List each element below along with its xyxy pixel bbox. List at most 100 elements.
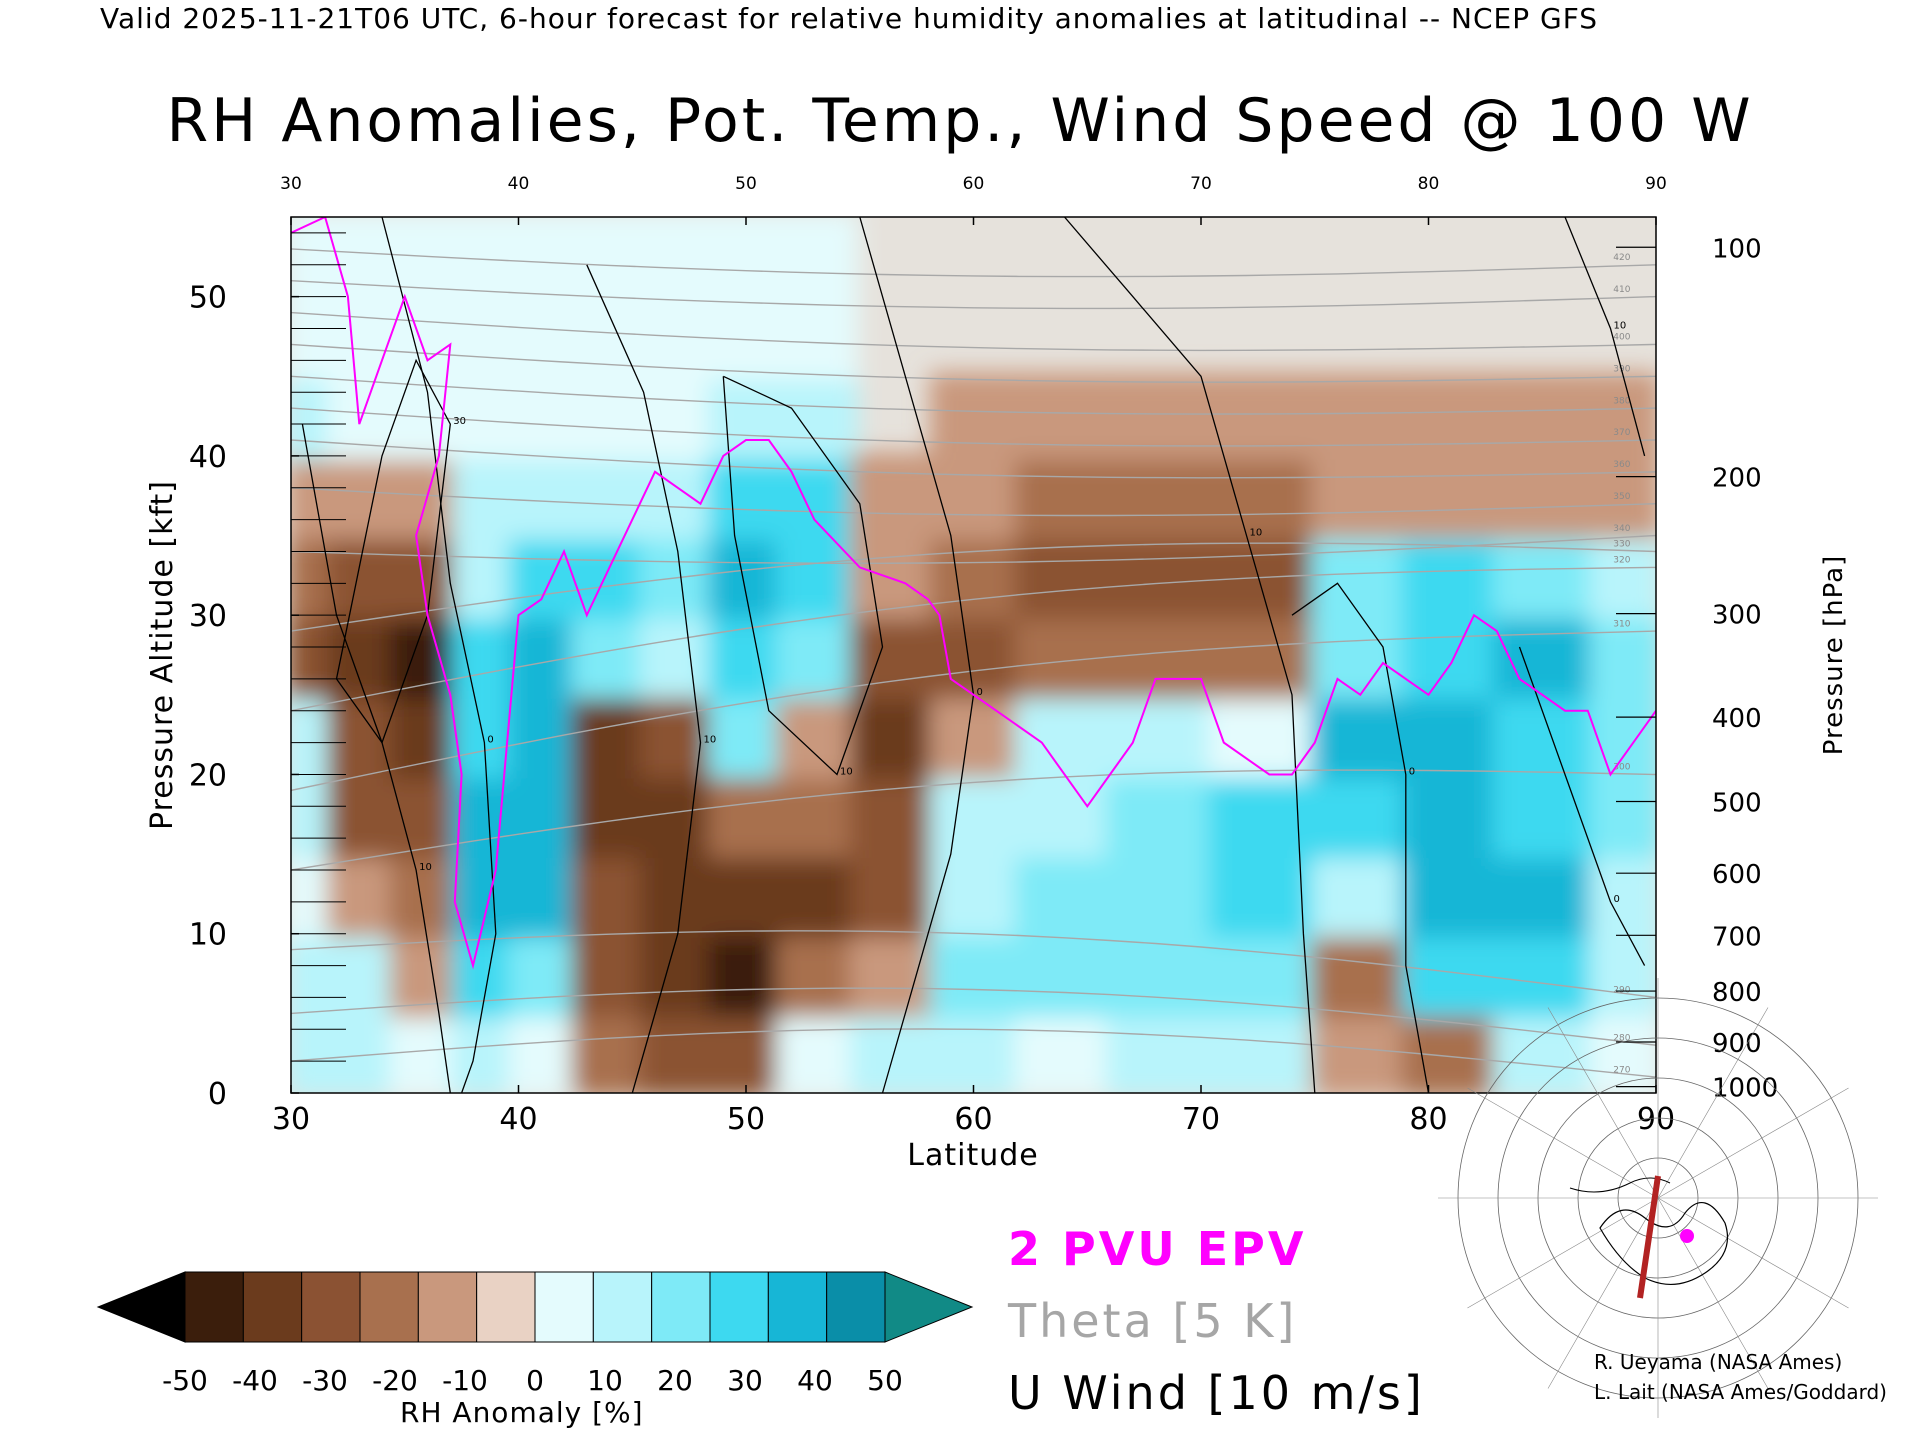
rh-cell: [1106, 770, 1217, 859]
rh-cell: [389, 690, 460, 779]
pressure-tick-label: 200: [1712, 464, 1762, 494]
rh-cell: [929, 690, 1023, 779]
rh-cell: [451, 372, 517, 460]
rh-cell: [707, 531, 785, 620]
rh-cell: [326, 690, 398, 779]
rh-cell: [1015, 531, 1114, 620]
rh-cell: [1492, 451, 1598, 540]
rh-anomaly-field: [291, 217, 1656, 1093]
colorbar-swatch: [534, 1271, 594, 1343]
rh-cell: [850, 531, 938, 620]
rh-cell: [1401, 850, 1501, 938]
rh-cell: [1401, 929, 1501, 1018]
rh-cell: [571, 850, 648, 938]
rh-cell: [707, 690, 785, 779]
inset-graticule-meridian: [1547, 1007, 1659, 1199]
rh-cell: [1401, 372, 1501, 460]
rh-cell: [1310, 372, 1410, 460]
wind-contour-label: 10: [840, 766, 853, 777]
rh-cell: [776, 1009, 859, 1093]
rh-cell: [707, 1009, 785, 1093]
colorbar-swatch: [476, 1271, 536, 1343]
rh-cell: [571, 451, 648, 540]
x-tick-label: 50: [727, 1102, 765, 1137]
rh-cell: [776, 690, 859, 779]
rh-cell: [1401, 690, 1501, 779]
theta-label: 400: [1613, 333, 1630, 343]
wind-contour-label: 0: [977, 687, 983, 698]
theta-line: [291, 534, 1656, 564]
theta-line: [291, 343, 1656, 383]
rh-cell: [850, 451, 938, 540]
rh-cell: [1589, 929, 1656, 1018]
rh-cell: [389, 531, 460, 620]
rh-cell: [508, 451, 580, 540]
wind-contour-label: 0: [487, 735, 493, 746]
rh-cell: [1310, 770, 1410, 859]
rh-cell: [1492, 850, 1598, 938]
rh-cell: [850, 770, 938, 859]
rh-cell: [1208, 929, 1319, 1018]
rh-cell: [451, 850, 517, 938]
rh-cell: [571, 1009, 648, 1093]
rh-cell: [451, 770, 517, 859]
rh-cell: [1401, 770, 1501, 859]
rh-cell: [1106, 1009, 1217, 1093]
rh-cell: [850, 929, 938, 1018]
theta-line: [291, 487, 1656, 517]
wind-contour-label: 10: [1614, 320, 1627, 331]
rh-cell: [508, 531, 580, 620]
y-tick-label: 10: [189, 918, 227, 953]
pressure-tick-label: 100: [1712, 234, 1762, 264]
rh-cell: [707, 217, 785, 381]
rh-cell: [451, 1009, 517, 1093]
rh-cell: [1589, 451, 1656, 540]
theta-line: [291, 930, 1656, 999]
theta-label: 320: [1613, 556, 1630, 566]
rh-cell: [929, 929, 1023, 1018]
rh-cell: [929, 372, 1023, 460]
theta-line: [291, 280, 1656, 310]
rh-cell: [508, 850, 580, 938]
colorbar-swatch: [301, 1271, 361, 1343]
colorbar-swatch: [651, 1271, 711, 1343]
rh-cell: [1401, 451, 1501, 540]
rh-cell: [571, 372, 648, 460]
rh-cell: [776, 611, 859, 699]
rh-cell: [508, 372, 580, 460]
colorbar-tick-label: 40: [797, 1364, 833, 1397]
rh-cell: [929, 531, 1023, 620]
wind-contour: [335, 358, 451, 744]
rh-cell: [326, 531, 398, 620]
rh-cell: [1401, 611, 1501, 699]
rh-cell: [707, 611, 785, 699]
rh-cell: [1310, 1009, 1410, 1093]
colorbar-swatch: [359, 1271, 419, 1343]
theta-label: 270: [1613, 1065, 1630, 1075]
rh-cell: [1492, 929, 1598, 1018]
rh-cell: [1310, 451, 1410, 540]
rh-cell: [929, 451, 1023, 540]
rh-cell: [508, 611, 580, 699]
wind-contour: [586, 264, 702, 1093]
inset-graticule-meridian: [1547, 1197, 1659, 1389]
credit-line-1: R. Ueyama (NASA Ames): [1594, 1350, 1843, 1374]
x-tick-label: 40: [499, 1102, 537, 1137]
rh-cell: [326, 611, 398, 699]
rh-cell: [326, 770, 398, 859]
inset-graticule-meridian: [1657, 1197, 1849, 1309]
y-tick-label: 30: [189, 599, 227, 634]
rh-cell: [1106, 372, 1217, 460]
rh-cell: [776, 850, 859, 938]
rh-cell: [1208, 1009, 1319, 1093]
rh-cell: [639, 1009, 716, 1093]
rh-cell: [1310, 611, 1410, 699]
theta-line: [291, 566, 1656, 712]
rh-cell: [1208, 611, 1319, 699]
rh-cell: [571, 929, 648, 1018]
rh-cell: [1310, 690, 1410, 779]
header-line: Valid 2025-11-21T06 UTC, 6-hour forecast…: [100, 2, 1599, 35]
theta-line: [291, 769, 1656, 871]
colorbar-tick-label: 0: [526, 1364, 544, 1397]
inset-marker: [1680, 1229, 1694, 1243]
